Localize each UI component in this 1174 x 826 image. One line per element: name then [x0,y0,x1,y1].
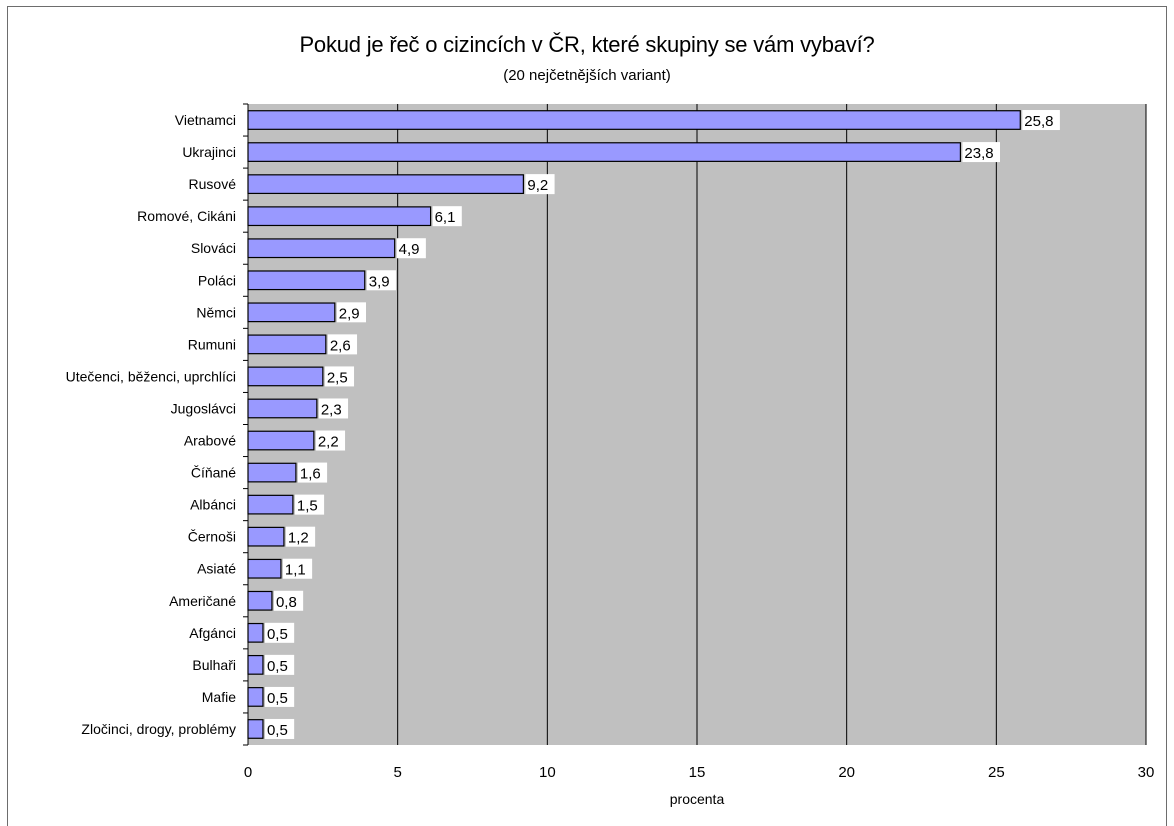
value-label: 0,8 [276,594,297,611]
bar [247,719,264,739]
value-label: 3,9 [369,273,390,290]
value-label-bg [294,494,325,515]
bar [247,558,282,579]
bar [247,366,324,387]
bar [247,142,962,162]
value-label-bg [396,238,426,259]
bar [247,430,315,451]
value-label: 2,2 [318,434,339,451]
bar [247,302,336,323]
bar [247,270,366,291]
x-tick-label: 20 [838,764,855,781]
value-label-bg [432,206,462,227]
bar [247,398,318,419]
category-label: Mafie [202,689,236,705]
value-label-bg [264,654,295,675]
category-label: Utečenci, běženci, uprchlíci [66,368,236,384]
x-tick-labels: 0 5 10 15 20 25 30 [244,764,1155,781]
chart-subtitle: (20 nejčetnějších variant) [503,67,671,84]
value-label-bg [1022,110,1060,131]
value-label: 4,9 [399,241,420,258]
value-label: 6,1 [435,209,456,226]
category-label: Rumuni [188,336,236,352]
value-label-bg [318,398,349,419]
category-label: Asiaté [197,561,236,577]
value-label-bg [324,366,355,387]
value-label: 2,9 [339,305,360,322]
value-labels: 25,8 23,8 9,2 6,1 4,9 3,9 2,9 2,6 2,5 2,3 2,2 1,6 1,… [264,110,1060,739]
x-tick-label: 25 [988,764,1005,781]
value-label: 2,5 [327,369,348,386]
x-tick-label: 5 [393,764,401,781]
value-label-bg [282,558,313,579]
value-label: 1,2 [288,530,309,547]
value-label-bg [285,526,316,547]
value-label: 0,5 [267,626,288,643]
value-label: 1,1 [285,562,306,579]
bar [247,494,294,515]
value-label: 0,5 [267,722,288,739]
category-label: Romové, Cikáni [137,208,236,224]
value-label: 9,2 [527,177,548,194]
category-label: Afgánci [189,625,236,641]
category-label: Poláci [198,272,236,288]
category-label: Číňané [191,465,236,481]
value-label: 23,8 [964,145,993,162]
bar [247,334,327,355]
bar [247,110,1021,130]
category-label: Němci [196,304,236,320]
value-label-bg [297,462,328,483]
x-tick-label: 10 [539,764,556,781]
category-label: Bulhaři [192,657,236,673]
category-label: Jugoslávci [171,400,236,416]
value-label-bg [273,590,304,611]
bar [247,238,396,259]
value-label-bg [327,334,358,355]
bar [247,654,264,675]
gridlines [243,103,1147,746]
category-label: Černoši [188,529,236,545]
value-label: 1,6 [300,466,321,483]
category-labels: Vietnamci Ukrajinci Rusové Romové, Cikáni Sl… [66,112,237,737]
value-label: 2,3 [321,401,342,418]
category-label: Ukrajinci [182,144,236,160]
bar [247,174,524,195]
value-label-bg [336,302,367,323]
bar [247,206,432,227]
x-axis-title: procenta [670,791,725,807]
category-label: Zločinci, drogy, problémy [81,721,236,737]
bar [247,462,297,483]
x-tick-label: 0 [244,764,252,781]
bars [247,110,1021,739]
value-label-bg [962,142,1001,163]
value-label: 1,5 [297,498,318,515]
category-label: Albánci [190,497,236,513]
category-label: Slováci [191,240,236,256]
category-label: Vietnamci [175,112,236,128]
value-label: 25,8 [1024,113,1053,130]
value-label-bg [264,686,295,707]
x-tick-label: 15 [689,764,706,781]
chart-title: Pokud je řeč o cizincích v ČR, které sku… [299,32,875,57]
bar [247,687,264,707]
x-tick-label: 30 [1138,764,1155,781]
value-label-bg [366,270,396,291]
bar [247,590,273,611]
value-label-bg [315,430,346,451]
value-label-bg [525,174,555,195]
category-label: Rusové [189,176,237,192]
value-label: 0,5 [267,690,288,707]
value-label-bg [264,718,295,739]
bar [247,526,285,547]
value-label: 0,5 [267,658,288,675]
value-label-bg [264,622,295,643]
category-label: Američané [169,593,236,609]
value-label: 2,6 [330,337,351,354]
category-label: Arabové [184,433,236,449]
bar [247,622,264,643]
